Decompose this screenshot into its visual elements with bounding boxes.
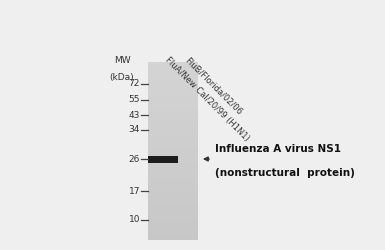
Bar	[148, 160, 198, 163]
Bar	[148, 100, 198, 103]
Text: 17: 17	[129, 186, 140, 196]
Text: (nonstructural  protein): (nonstructural protein)	[215, 168, 355, 178]
Text: 10: 10	[129, 216, 140, 224]
Bar	[148, 216, 198, 219]
Bar	[148, 65, 198, 68]
Text: 34: 34	[129, 126, 140, 134]
Bar	[148, 207, 198, 210]
Bar	[148, 98, 198, 100]
Text: 26: 26	[129, 154, 140, 164]
Bar	[148, 196, 198, 198]
Bar	[148, 106, 198, 110]
Bar	[148, 121, 198, 124]
Bar	[148, 228, 198, 231]
Bar	[148, 136, 198, 139]
Bar	[148, 95, 198, 98]
Bar	[148, 178, 198, 181]
Bar	[148, 190, 198, 192]
Bar	[148, 62, 198, 65]
Bar	[148, 124, 198, 127]
Bar	[148, 213, 198, 216]
Bar	[148, 222, 198, 225]
Bar	[148, 148, 198, 151]
Bar	[148, 89, 198, 92]
Bar	[148, 104, 198, 106]
Bar	[148, 169, 198, 172]
Bar	[148, 151, 198, 154]
Bar	[148, 192, 198, 196]
Bar	[148, 225, 198, 228]
Text: FluA/New Cal/20/99 (H1N1): FluA/New Cal/20/99 (H1N1)	[163, 56, 251, 143]
Bar	[148, 157, 198, 160]
Bar	[148, 133, 198, 136]
Bar	[148, 237, 198, 240]
Bar	[148, 202, 198, 204]
Bar	[148, 80, 198, 83]
Bar	[148, 163, 198, 166]
Bar	[148, 172, 198, 175]
Text: MW: MW	[114, 56, 130, 65]
Text: 72: 72	[129, 80, 140, 88]
Bar	[148, 92, 198, 95]
Bar	[148, 204, 198, 207]
Bar	[148, 68, 198, 71]
Bar	[148, 181, 198, 184]
Text: (kDa): (kDa)	[110, 73, 134, 82]
Text: FluB/Florida/02/06: FluB/Florida/02/06	[183, 56, 244, 116]
Bar	[148, 186, 198, 190]
Bar	[148, 83, 198, 86]
Bar	[148, 210, 198, 213]
Bar	[148, 110, 198, 112]
Bar	[148, 142, 198, 145]
Bar	[148, 139, 198, 142]
Bar	[148, 154, 198, 157]
Bar	[148, 127, 198, 130]
Bar	[148, 71, 198, 74]
Bar	[148, 198, 198, 202]
Bar	[148, 175, 198, 178]
Bar	[148, 219, 198, 222]
Bar	[148, 166, 198, 169]
Text: 55: 55	[129, 96, 140, 104]
Text: Influenza A virus NS1: Influenza A virus NS1	[215, 144, 341, 154]
Bar	[148, 156, 178, 162]
Bar	[148, 112, 198, 116]
Bar	[148, 77, 198, 80]
Bar	[148, 86, 198, 89]
Bar	[148, 118, 198, 121]
Bar	[148, 116, 198, 118]
Bar	[148, 145, 198, 148]
Bar	[148, 74, 198, 77]
Bar	[148, 184, 198, 186]
Bar	[148, 234, 198, 237]
Bar	[148, 231, 198, 234]
Bar	[148, 130, 198, 133]
Text: 43: 43	[129, 110, 140, 120]
